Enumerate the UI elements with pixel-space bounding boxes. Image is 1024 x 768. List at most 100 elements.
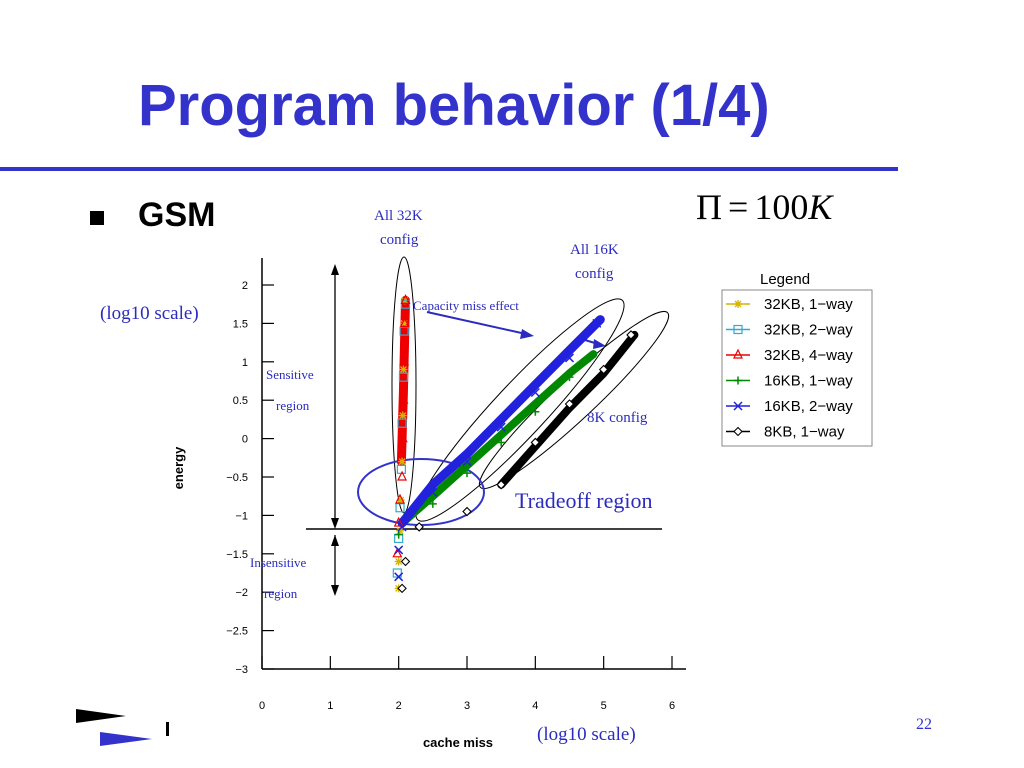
series-point — [496, 479, 506, 490]
label-capacity-miss: Capacity miss effect — [413, 298, 519, 313]
y-tick-label: 1 — [242, 357, 248, 369]
series-point — [462, 506, 472, 517]
arrow-head-up — [331, 264, 339, 275]
label-log-x: (log10 scale) — [537, 724, 636, 745]
oval-16k-config — [415, 298, 625, 522]
series-point — [463, 469, 471, 478]
series-point — [400, 299, 411, 309]
label-insensitive: Insensitive — [250, 555, 307, 570]
series-point — [392, 568, 402, 578]
y-tick-label: 0.5 — [233, 395, 248, 407]
series-point — [395, 493, 406, 504]
series-point — [564, 399, 575, 409]
series-point — [394, 572, 404, 582]
capacity-arrow — [426, 311, 527, 335]
series-point — [398, 411, 407, 420]
x-tick-label: 6 — [669, 700, 675, 712]
y-tick-label: 1.5 — [233, 318, 248, 330]
y-tick-label: −1 — [235, 510, 248, 522]
label-log-y: (log10 scale) — [100, 303, 199, 324]
x-tick-label: 3 — [464, 700, 470, 712]
series-point — [394, 557, 403, 566]
series-point — [399, 355, 410, 366]
series-point — [428, 499, 437, 508]
series-point — [394, 530, 403, 539]
arrow-head-down — [331, 585, 339, 596]
x-tick-label: 1 — [327, 700, 333, 712]
bullet-gsm: GSM — [138, 196, 216, 234]
arrow-head — [520, 329, 534, 339]
series-point — [598, 364, 609, 375]
formula: Π = 100K — [696, 186, 832, 228]
series-point — [462, 457, 472, 467]
series-point — [393, 516, 404, 527]
oval-32k-config — [391, 256, 417, 514]
series-point — [428, 487, 438, 497]
series-point — [626, 330, 636, 340]
formula-lhs: Π — [696, 187, 722, 227]
series-point — [396, 526, 405, 535]
series-point — [592, 318, 602, 328]
slide-title: Program behavior (1/4) — [138, 73, 770, 138]
series-point — [399, 365, 408, 374]
series-point — [397, 583, 407, 594]
label-all16k: All 16K — [570, 242, 619, 258]
legend-marker — [734, 376, 742, 385]
series-point — [399, 317, 410, 327]
legend-marker — [733, 324, 743, 335]
bullet-marker — [90, 211, 104, 225]
series-point — [400, 294, 411, 304]
slide-decoration — [76, 709, 169, 746]
label-insensitive-region: region — [264, 586, 298, 601]
formula-var: K — [808, 187, 833, 227]
chart-legend: Legend 32KB, 1−way 32KB, 2−way 32KB, 4−way 1… — [721, 271, 873, 447]
series-point — [396, 496, 405, 505]
legend-marker — [733, 401, 743, 411]
y-tick-label: −3 — [235, 664, 248, 676]
label-sensitive-region: region — [276, 398, 310, 413]
arrow-head-up — [331, 535, 339, 546]
title-divider — [0, 167, 898, 171]
legend-title: Legend — [760, 271, 810, 288]
series-point — [397, 432, 408, 443]
series-point — [565, 373, 574, 382]
label-tradeoff-region: Tradeoff region — [515, 488, 653, 513]
arrow-head-down — [331, 518, 339, 529]
series-point — [397, 418, 407, 428]
series-point — [400, 556, 411, 567]
formula-eq: = — [728, 187, 749, 227]
label-all16k-config: config — [575, 266, 614, 282]
logo-arrow-black — [76, 709, 126, 723]
label-sensitive: Sensitive — [266, 367, 314, 382]
y-tick-label: 0 — [242, 434, 248, 446]
x-tick-label: 0 — [259, 700, 265, 712]
page-number: 22 — [916, 716, 932, 733]
series-point — [414, 522, 424, 532]
formula-num: 100 — [754, 187, 809, 227]
series-point — [586, 353, 594, 362]
series-point — [398, 393, 409, 404]
series-point — [398, 372, 409, 382]
chart-axes: 0 1 2 3 4 5 6 2 1.5 1 0.5 0 −0.5 −1 −1.5 −2 −2.5 −3 cache … — [171, 258, 686, 750]
y-tick-label: −2.5 — [226, 626, 248, 638]
chart-marks — [392, 294, 639, 594]
legend-entry: 16KB, 1−way — [764, 373, 853, 390]
legend-marker — [734, 300, 742, 308]
series-point — [395, 503, 405, 513]
series-point — [530, 437, 541, 448]
y-axis-label: energy — [171, 446, 186, 489]
legend-entry: 32KB, 4−way — [764, 347, 853, 364]
series-band — [396, 295, 410, 467]
logo-arrow-blue — [100, 732, 152, 746]
series-point — [530, 387, 540, 398]
series-point — [531, 407, 540, 416]
legend-marker — [733, 426, 743, 437]
series-point — [564, 353, 575, 363]
legend-entry: 32KB, 2−way — [764, 322, 853, 339]
legend-entry: 16KB, 2−way — [764, 398, 853, 415]
series-point — [392, 547, 403, 558]
series-point — [400, 319, 409, 328]
series-point — [394, 545, 404, 555]
y-tick-label: −0.5 — [226, 472, 248, 484]
